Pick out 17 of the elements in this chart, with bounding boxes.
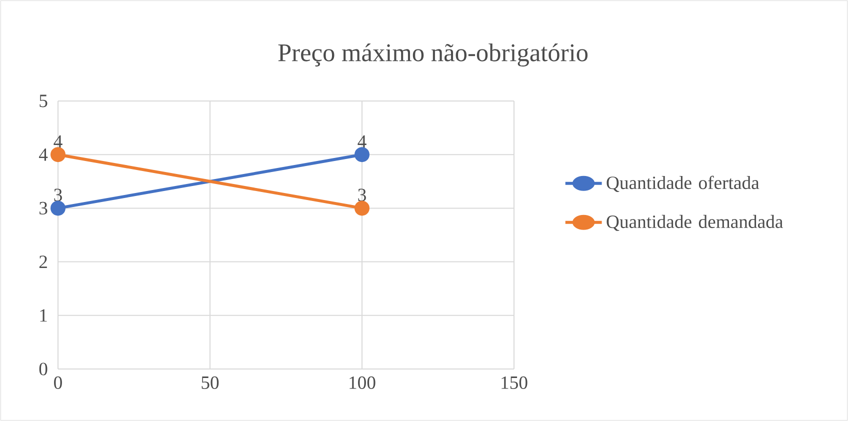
data-label: 3 [358,188,366,202]
x-tick-label: 150 [502,376,528,389]
data-label: 4 [358,135,366,148]
y-tick-label: 1 [40,309,47,322]
y-tick-label: 3 [40,202,48,214]
y-tick-label: 5 [40,94,48,108]
y-tick-label: 2 [39,256,47,268]
x-tick-label: 0 [54,376,62,389]
legend-label: Quantidade demandada [606,214,783,231]
x-tick-label: 100 [350,376,376,389]
data-label: 4 [54,135,62,148]
x-tick-label: 50 [202,376,219,389]
legend-label: Quantidade ofertada [606,176,760,192]
y-tick-label: 4 [38,148,48,161]
chart-title: Preço máximo não-obrigatório [278,43,588,67]
y-tick-label: 0 [39,362,48,376]
data-label: 3 [54,188,62,202]
